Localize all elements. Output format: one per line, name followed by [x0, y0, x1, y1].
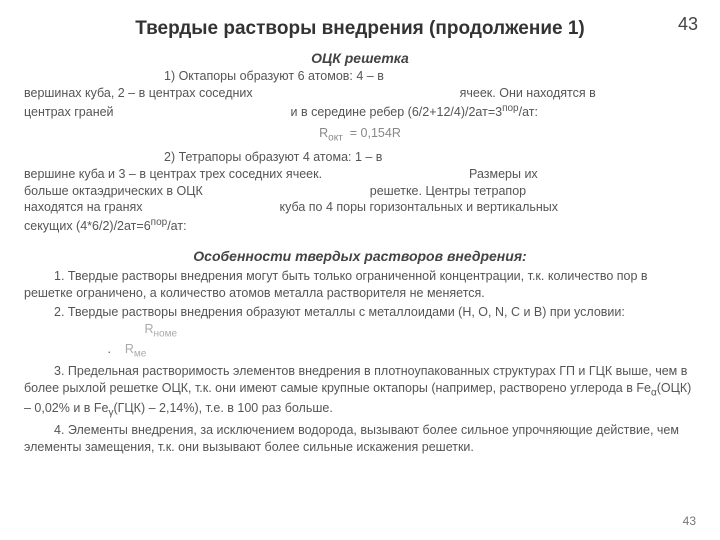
- tetra-line5: секущих (4*6/2)/2ат=6пор/ат:: [24, 216, 696, 235]
- tetra-l5a: секущих (4*6/2)/2ат=6: [24, 219, 151, 233]
- octa-line1: 1) Октапоры образуют 6 атомов: 4 – в: [24, 68, 696, 85]
- equation-rnome: Rноме Rме: [114, 321, 174, 361]
- sub-at-1: /ат: [519, 105, 535, 119]
- tetra-l4b: куба по 4 поры горизонтальных и вертикал…: [279, 200, 558, 214]
- slide-root: 43 Твердые растворы внедрения (продолжен…: [0, 0, 720, 540]
- octa-l2a: вершинах куба, 2 – в центрах соседних: [24, 86, 253, 100]
- tetra-l4a: находятся на гранях: [24, 200, 143, 214]
- sub-okt: окт: [328, 132, 343, 143]
- subheading-lattice: ОЦК решетка: [24, 50, 696, 66]
- feature-2-text: 2. Твердые растворы внедрения образуют м…: [54, 305, 625, 319]
- sup-por-2: пор: [151, 217, 168, 228]
- feature-2: 2. Твердые растворы внедрения образуют м…: [24, 304, 696, 361]
- octa-line2: вершинах куба, 2 – в центрах соседних яч…: [24, 85, 696, 102]
- octa-l2b: ячеек. Они находятся в: [460, 86, 596, 100]
- tetra-l2a: вершине куба и 3 – в центрах трех соседн…: [24, 167, 322, 181]
- feature-3a: 3. Предельная растворимость элементов вн…: [24, 364, 687, 395]
- body-text: 1) Октапоры образуют 6 атомов: 4 – в вер…: [24, 68, 696, 455]
- tetra-l3b: решетке. Центры тетрапор: [370, 184, 526, 198]
- eq-okt-val: = 0,154R: [350, 126, 401, 140]
- octa-line3: центрах граней и в середине ребер (6/2+1…: [24, 102, 696, 121]
- page-number-bottom: 43: [683, 514, 696, 528]
- tetra-line3: больше октаэдрических в ОЦК решетке. Цен…: [24, 183, 696, 200]
- page-number-top: 43: [678, 14, 698, 35]
- tetra-line1: 2) Тетрапоры образуют 4 атома: 1 – в: [24, 149, 696, 166]
- octa-l3c: :: [535, 105, 538, 119]
- feature-1: 1. Твердые растворы внедрения могут быть…: [24, 268, 696, 302]
- feature-3: 3. Предельная растворимость элементов вн…: [24, 363, 696, 420]
- octa-l3b: и в середине ребер (6/2+12/4)/2ат=3: [291, 105, 503, 119]
- equation-okt: Rокт = 0,154R: [24, 125, 696, 145]
- feature-2-dot: .: [107, 342, 110, 356]
- tetra-line2: вершине куба и 3 – в центрах трех соседн…: [24, 166, 696, 183]
- octa-l3a: центрах граней: [24, 105, 114, 119]
- tetra-line4: находятся на гранях куба по 4 поры гориз…: [24, 199, 696, 216]
- tetra-l2b: Размеры их: [469, 167, 538, 181]
- feature-3c: (ГЦК) – 2,14%), т.е. в 100 раз больше.: [114, 401, 333, 415]
- r-okt: R: [319, 126, 328, 140]
- sub-at-2: /ат: [167, 219, 183, 233]
- sup-por-1: пор: [502, 103, 519, 114]
- feature-4: 4. Элементы внедрения, за исключением во…: [24, 422, 696, 456]
- tetra-l3a: больше октаэдрических в ОЦК: [24, 184, 203, 198]
- subheading-features: Особенности твердых растворов внедрения:: [24, 247, 696, 266]
- slide-title: Твердые растворы внедрения (продолжение …: [24, 18, 696, 40]
- tetra-l5b: :: [183, 219, 186, 233]
